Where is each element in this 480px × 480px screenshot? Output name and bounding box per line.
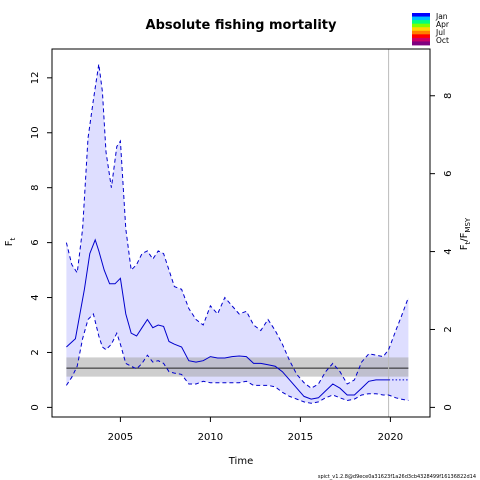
- x-tick-label: 2005: [108, 432, 133, 443]
- legend-label: Apr: [436, 20, 450, 29]
- y-tick-label: 2: [30, 349, 41, 355]
- legend-label: Jul: [435, 28, 445, 37]
- x-tick-label: 2020: [378, 432, 403, 443]
- legend-color-swatch: [412, 34, 430, 39]
- y-tick-label: 12: [30, 71, 41, 84]
- legend-color-swatch: [412, 13, 430, 17]
- y2-axis-label: Ft/FMSY: [459, 217, 472, 250]
- legend-color-swatch: [412, 41, 430, 46]
- x-tick-label: 2015: [288, 432, 313, 443]
- y-tick-label: 6: [30, 239, 41, 245]
- fmsy-band: [66, 357, 409, 377]
- y-tick-label: 8: [30, 184, 41, 190]
- y2-axis-label-sub1: t: [464, 241, 472, 244]
- legend-color-swatch: [412, 16, 430, 21]
- estimate-line: [66, 238, 389, 400]
- y2-tick-label: 8: [443, 93, 454, 99]
- y2-tick-label: 4: [443, 248, 454, 254]
- y-axis-label-main: F: [4, 240, 15, 246]
- y2-axis-label-sub2: MSY: [464, 217, 472, 232]
- y-tick-label: 0: [30, 404, 41, 410]
- y2-tick-label: 2: [443, 326, 454, 332]
- y-axis-label: Ft: [4, 237, 17, 246]
- legend-label: Jan: [435, 12, 448, 21]
- legend-color-swatch: [412, 27, 430, 32]
- legend-color-swatch: [412, 30, 430, 35]
- upper-ci-line: [65, 64, 409, 389]
- footnote: spict_v1.2.8@d9ece0a31623f1a26d3cb432849…: [318, 474, 476, 480]
- y-tick-label: 4: [30, 294, 41, 300]
- lower-ci-line: [65, 313, 409, 404]
- legend-color-swatch: [412, 37, 430, 42]
- legend-color-swatch: [412, 20, 430, 25]
- y-axis-label-sub: t: [9, 237, 17, 240]
- y2-tick-label: 6: [443, 170, 454, 176]
- y2-axis-label-main: F: [459, 244, 470, 250]
- legend-label: Oct: [436, 36, 449, 45]
- y-tick-label: 10: [30, 126, 41, 139]
- legend-color-swatch: [412, 23, 430, 28]
- plot-frame: [51, 48, 431, 418]
- y2-tick-label: 0: [443, 404, 454, 410]
- x-tick-label: 2010: [198, 432, 223, 443]
- x-axis-label: Time: [228, 456, 253, 467]
- confidence-band: [66, 64, 409, 404]
- chart-title: Absolute fishing mortality: [146, 18, 337, 33]
- y2-axis-label-sep: /F: [459, 232, 470, 241]
